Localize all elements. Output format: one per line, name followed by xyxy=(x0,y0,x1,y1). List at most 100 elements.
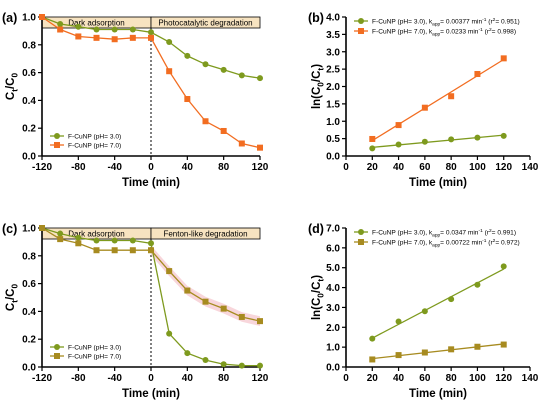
series-1 xyxy=(369,263,507,342)
legend-entry: F-CuNP (pH= 3.0) xyxy=(68,344,121,351)
y-tick-label: 0.2 xyxy=(22,335,36,346)
legend-entry: F-CuNP (pH= 3.0), kapp= 0.0347 min-1 (r2… xyxy=(372,228,516,238)
data-point xyxy=(220,305,227,312)
legend-marker xyxy=(54,142,60,148)
legend-marker xyxy=(54,344,60,350)
x-tick-label: 20 xyxy=(367,162,379,173)
data-point xyxy=(369,335,376,342)
data-point xyxy=(57,26,64,33)
y-tick-label: 1.5 xyxy=(326,99,340,110)
data-point xyxy=(129,237,136,244)
data-point xyxy=(75,240,82,247)
data-point xyxy=(111,36,118,43)
fit-line xyxy=(372,134,504,149)
y-tick-label: 7.0 xyxy=(326,224,340,235)
chart-panel-b: (b) 0 20 40 60 80 100 120 140 0.0 0.5 1.0 1.5 2.0 2.5 3… xyxy=(308,11,539,189)
legend-marker xyxy=(54,133,60,139)
legend-entry: F-CuNP (pH= 3.0) xyxy=(68,133,121,140)
data-point xyxy=(111,26,118,33)
data-point xyxy=(500,263,507,270)
data-point xyxy=(148,240,154,247)
data-point xyxy=(474,134,481,141)
series-2 xyxy=(39,225,263,325)
data-point xyxy=(184,96,191,103)
data-point xyxy=(421,349,428,356)
legend: F-CuNP (pH= 3.0), kapp= 0.0347 min-1 (r2… xyxy=(354,228,520,248)
legend: F-CuNP (pH= 3.0) F-CuNP (pH= 7.0) xyxy=(50,133,121,149)
x-tick-label: 20 xyxy=(367,373,379,384)
y-tick-label: 0.0 xyxy=(326,363,340,374)
x-tick-label: 60 xyxy=(419,373,431,384)
data-point xyxy=(448,136,455,143)
x-tick-label: 80 xyxy=(446,373,458,384)
data-point xyxy=(369,356,376,363)
stage-label: Photocatalytic degradation xyxy=(158,19,252,28)
data-point xyxy=(220,361,227,368)
data-point xyxy=(220,127,227,134)
data-point xyxy=(448,296,455,303)
data-point xyxy=(75,234,82,241)
data-point xyxy=(129,34,136,41)
data-point xyxy=(474,70,481,77)
data-point xyxy=(202,357,209,364)
fit-line xyxy=(372,343,504,360)
stage-label: Dark adsorption xyxy=(68,230,124,239)
data-point xyxy=(184,350,191,357)
y-tick-label: 4.0 xyxy=(326,283,340,294)
y-tick-label: 0.2 xyxy=(22,124,36,135)
data-point xyxy=(238,313,245,320)
x-axis-label: Time (min) xyxy=(122,177,180,189)
x-axis-label: Time (min) xyxy=(409,177,467,189)
legend-marker xyxy=(358,18,364,24)
data-point xyxy=(395,352,402,359)
x-tick-label: 80 xyxy=(218,373,230,384)
data-point xyxy=(257,75,263,82)
data-point xyxy=(448,346,455,353)
x-tick-label: -40 xyxy=(107,162,122,173)
series-2 xyxy=(369,55,507,142)
data-point xyxy=(474,281,481,288)
data-point xyxy=(395,141,402,148)
data-point xyxy=(202,61,209,68)
data-point xyxy=(111,237,118,244)
data-point xyxy=(421,308,428,315)
x-tick-label: 40 xyxy=(182,373,194,384)
panel-label: (b) xyxy=(308,11,324,25)
legend-entry: F-CuNP (pH= 7.0) xyxy=(68,353,121,360)
data-point xyxy=(39,14,45,20)
data-point xyxy=(39,225,45,231)
data-point xyxy=(57,230,64,237)
data-point xyxy=(220,66,227,73)
x-tick-label: 120 xyxy=(495,162,512,173)
x-tick-label: 120 xyxy=(495,373,512,384)
x-tick-label: 60 xyxy=(419,162,431,173)
x-tick-label: 100 xyxy=(469,162,486,173)
y-tick-label: 6.0 xyxy=(326,243,340,254)
data-point xyxy=(166,268,173,275)
data-point xyxy=(166,68,173,75)
x-tick-label: 0 xyxy=(343,373,349,384)
y-tick-label: 0.0 xyxy=(22,152,36,163)
data-point xyxy=(166,39,173,46)
stage-banner xyxy=(150,227,261,240)
y-tick-label: 3.0 xyxy=(326,303,340,314)
x-tick-label: 0 xyxy=(148,162,154,173)
y-tick-label: 2.0 xyxy=(326,323,340,334)
legend-entry: F-CuNP (pH= 7.0), kapp= 0.0233 min-1 (r2… xyxy=(372,27,516,37)
panel-label: (d) xyxy=(308,222,324,236)
series-2 xyxy=(39,14,263,151)
data-point xyxy=(238,72,245,79)
legend-marker xyxy=(358,239,364,245)
data-point xyxy=(500,55,507,62)
data-point xyxy=(257,318,263,325)
panel-label: (c) xyxy=(2,222,17,236)
x-tick-label: -40 xyxy=(107,373,122,384)
y-tick-label: 0.6 xyxy=(22,68,36,79)
stage-label: Fenton-like degradation xyxy=(163,230,247,239)
legend-marker xyxy=(54,353,60,359)
x-tick-label: 120 xyxy=(252,162,269,173)
series-2 xyxy=(369,341,507,363)
x-tick-label: 100 xyxy=(469,373,486,384)
data-point xyxy=(184,287,191,294)
